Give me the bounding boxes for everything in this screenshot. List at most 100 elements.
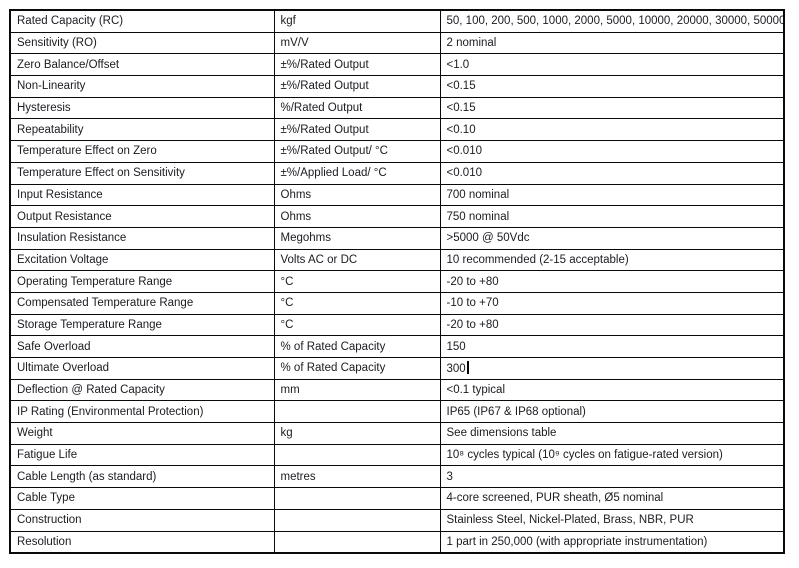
spec-value: 750 nominal (439, 205, 785, 228)
spec-value: IP65 (IP67 & IP68 optional) (439, 400, 785, 424)
spec-unit: metres (273, 465, 441, 489)
table-row: Storage Temperature Range °C -20 to +80 (9, 313, 785, 337)
spec-value: -20 to +80 (439, 270, 785, 293)
table-row: Input Resistance Ohms 700 nominal (9, 183, 785, 207)
spec-value: -10 to +70 (439, 291, 785, 315)
spec-unit (273, 508, 441, 532)
table-row: Cable Type 4-core screened, PUR sheath, … (9, 487, 785, 510)
table-row: Zero Balance/Offset ±%/Rated Output <1.0 (9, 53, 785, 77)
spec-parameter: Zero Balance/Offset (9, 53, 275, 77)
spec-value: 4-core screened, PUR sheath, Ø5 nominal (439, 487, 785, 510)
spec-unit (273, 400, 441, 424)
spec-value: <0.1 typical (439, 378, 785, 402)
spec-parameter: Cable Type (9, 487, 275, 510)
spec-value: -20 to +80 (439, 313, 785, 337)
table-row: Construction Stainless Steel, Nickel-Pla… (9, 508, 785, 532)
text-cursor (466, 360, 469, 374)
spec-unit: kgf (273, 9, 441, 33)
table-row: Deflection @ Rated Capacity mm <0.1 typi… (9, 378, 785, 402)
spec-parameter: Construction (9, 508, 275, 532)
spec-value: 700 nominal (439, 183, 785, 207)
spec-unit: Ohms (273, 183, 441, 207)
table-row: Safe Overload % of Rated Capacity 150 (9, 335, 785, 358)
spec-unit: ±%/Rated Output/ °C (273, 140, 441, 163)
spec-value: 3 (439, 465, 785, 489)
spec-value: <0.010 (439, 161, 785, 185)
spec-parameter: Temperature Effect on Sensitivity (9, 161, 275, 185)
spec-parameter: Compensated Temperature Range (9, 291, 275, 315)
spec-value-text: 300 (446, 362, 466, 375)
spec-parameter: Resolution (9, 530, 275, 554)
spec-parameter: Insulation Resistance (9, 226, 275, 250)
spec-parameter: Repeatability (9, 118, 275, 142)
spec-unit: ±%/Rated Output (273, 53, 441, 77)
table-row: Compensated Temperature Range °C -10 to … (9, 291, 785, 315)
table-row: Excitation Voltage Volts AC or DC 10 rec… (9, 248, 785, 272)
spec-unit: Megohms (273, 226, 441, 250)
table-row: Weight kg See dimensions table (9, 422, 785, 445)
spec-value: 150 (439, 335, 785, 358)
spec-value: <0.15 (439, 96, 785, 120)
spec-value: See dimensions table (439, 422, 785, 445)
table-row: Non-Linearity ±%/Rated Output <0.15 (9, 75, 785, 98)
spec-value: 1 part in 250,000 (with appropriate inst… (439, 530, 785, 554)
spec-parameter: Hysteresis (9, 96, 275, 120)
table-row: Resolution 1 part in 250,000 (with appro… (9, 530, 785, 554)
spec-unit: kg (273, 422, 441, 445)
table-row: Rated Capacity (RC) kgf 50, 100, 200, 50… (9, 9, 785, 33)
spec-unit: °C (273, 270, 441, 293)
table-row: Hysteresis %/Rated Output <0.15 (9, 96, 785, 120)
spec-parameter: Fatigue Life (9, 443, 275, 467)
specification-table: Rated Capacity (RC) kgf 50, 100, 200, 50… (9, 9, 785, 555)
spec-unit (273, 530, 441, 554)
spec-parameter: Deflection @ Rated Capacity (9, 378, 275, 402)
spec-value: 10⁸ cycles typical (10⁹ cycles on fatigu… (439, 443, 785, 467)
spec-parameter: Excitation Voltage (9, 248, 275, 272)
table-row: Ultimate Overload % of Rated Capacity 30… (9, 357, 785, 380)
spec-unit: °C (273, 313, 441, 337)
table-row: Insulation Resistance Megohms >5000 @ 50… (9, 226, 785, 250)
spec-unit: %/Rated Output (273, 96, 441, 120)
spec-parameter: IP Rating (Environmental Protection) (9, 400, 275, 424)
spec-value: 10 recommended (2-15 acceptable) (439, 248, 785, 272)
spec-unit: ±%/Rated Output (273, 118, 441, 142)
table-row: Temperature Effect on Sensitivity ±%/App… (9, 161, 785, 185)
document-page: Rated Capacity (RC) kgf 50, 100, 200, 50… (9, 9, 785, 555)
table-row: Cable Length (as standard) metres 3 (9, 465, 785, 489)
table-row: Output Resistance Ohms 750 nominal (9, 205, 785, 228)
spec-unit: ±%/Applied Load/ °C (273, 161, 441, 185)
spec-parameter: Input Resistance (9, 183, 275, 207)
spec-value: 50, 100, 200, 500, 1000, 2000, 5000, 100… (439, 9, 785, 33)
spec-unit: ±%/Rated Output (273, 75, 441, 98)
spec-parameter: Temperature Effect on Zero (9, 140, 275, 163)
table-row: Temperature Effect on Zero ±%/Rated Outp… (9, 140, 785, 163)
table-row: Sensitivity (RO) mV/V 2 nominal (9, 31, 785, 55)
spec-parameter: Operating Temperature Range (9, 270, 275, 293)
spec-parameter: Safe Overload (9, 335, 275, 358)
spec-unit: % of Rated Capacity (273, 357, 441, 380)
spec-value: <0.10 (439, 118, 785, 142)
spec-unit: mV/V (273, 31, 441, 55)
spec-unit: Volts AC or DC (273, 248, 441, 272)
spec-parameter: Weight (9, 422, 275, 445)
spec-parameter: Output Resistance (9, 205, 275, 228)
spec-value: >5000 @ 50Vdc (439, 226, 785, 250)
spec-parameter: Cable Length (as standard) (9, 465, 275, 489)
spec-parameter: Sensitivity (RO) (9, 31, 275, 55)
spec-value: <0.010 (439, 140, 785, 163)
table-row: Fatigue Life 10⁸ cycles typical (10⁹ cyc… (9, 443, 785, 467)
spec-parameter: Storage Temperature Range (9, 313, 275, 337)
spec-parameter: Non-Linearity (9, 75, 275, 98)
spec-parameter: Rated Capacity (RC) (9, 9, 275, 33)
table-row: Repeatability ±%/Rated Output <0.10 (9, 118, 785, 142)
spec-unit: °C (273, 291, 441, 315)
spec-unit: % of Rated Capacity (273, 335, 441, 358)
spec-value: 300 (439, 357, 785, 380)
spec-value: <1.0 (439, 53, 785, 77)
spec-value: Stainless Steel, Nickel-Plated, Brass, N… (439, 508, 785, 532)
table-row: Operating Temperature Range °C -20 to +8… (9, 270, 785, 293)
spec-value: 2 nominal (439, 31, 785, 55)
table-row: IP Rating (Environmental Protection) IP6… (9, 400, 785, 424)
spec-value: <0.15 (439, 75, 785, 98)
spec-parameter: Ultimate Overload (9, 357, 275, 380)
